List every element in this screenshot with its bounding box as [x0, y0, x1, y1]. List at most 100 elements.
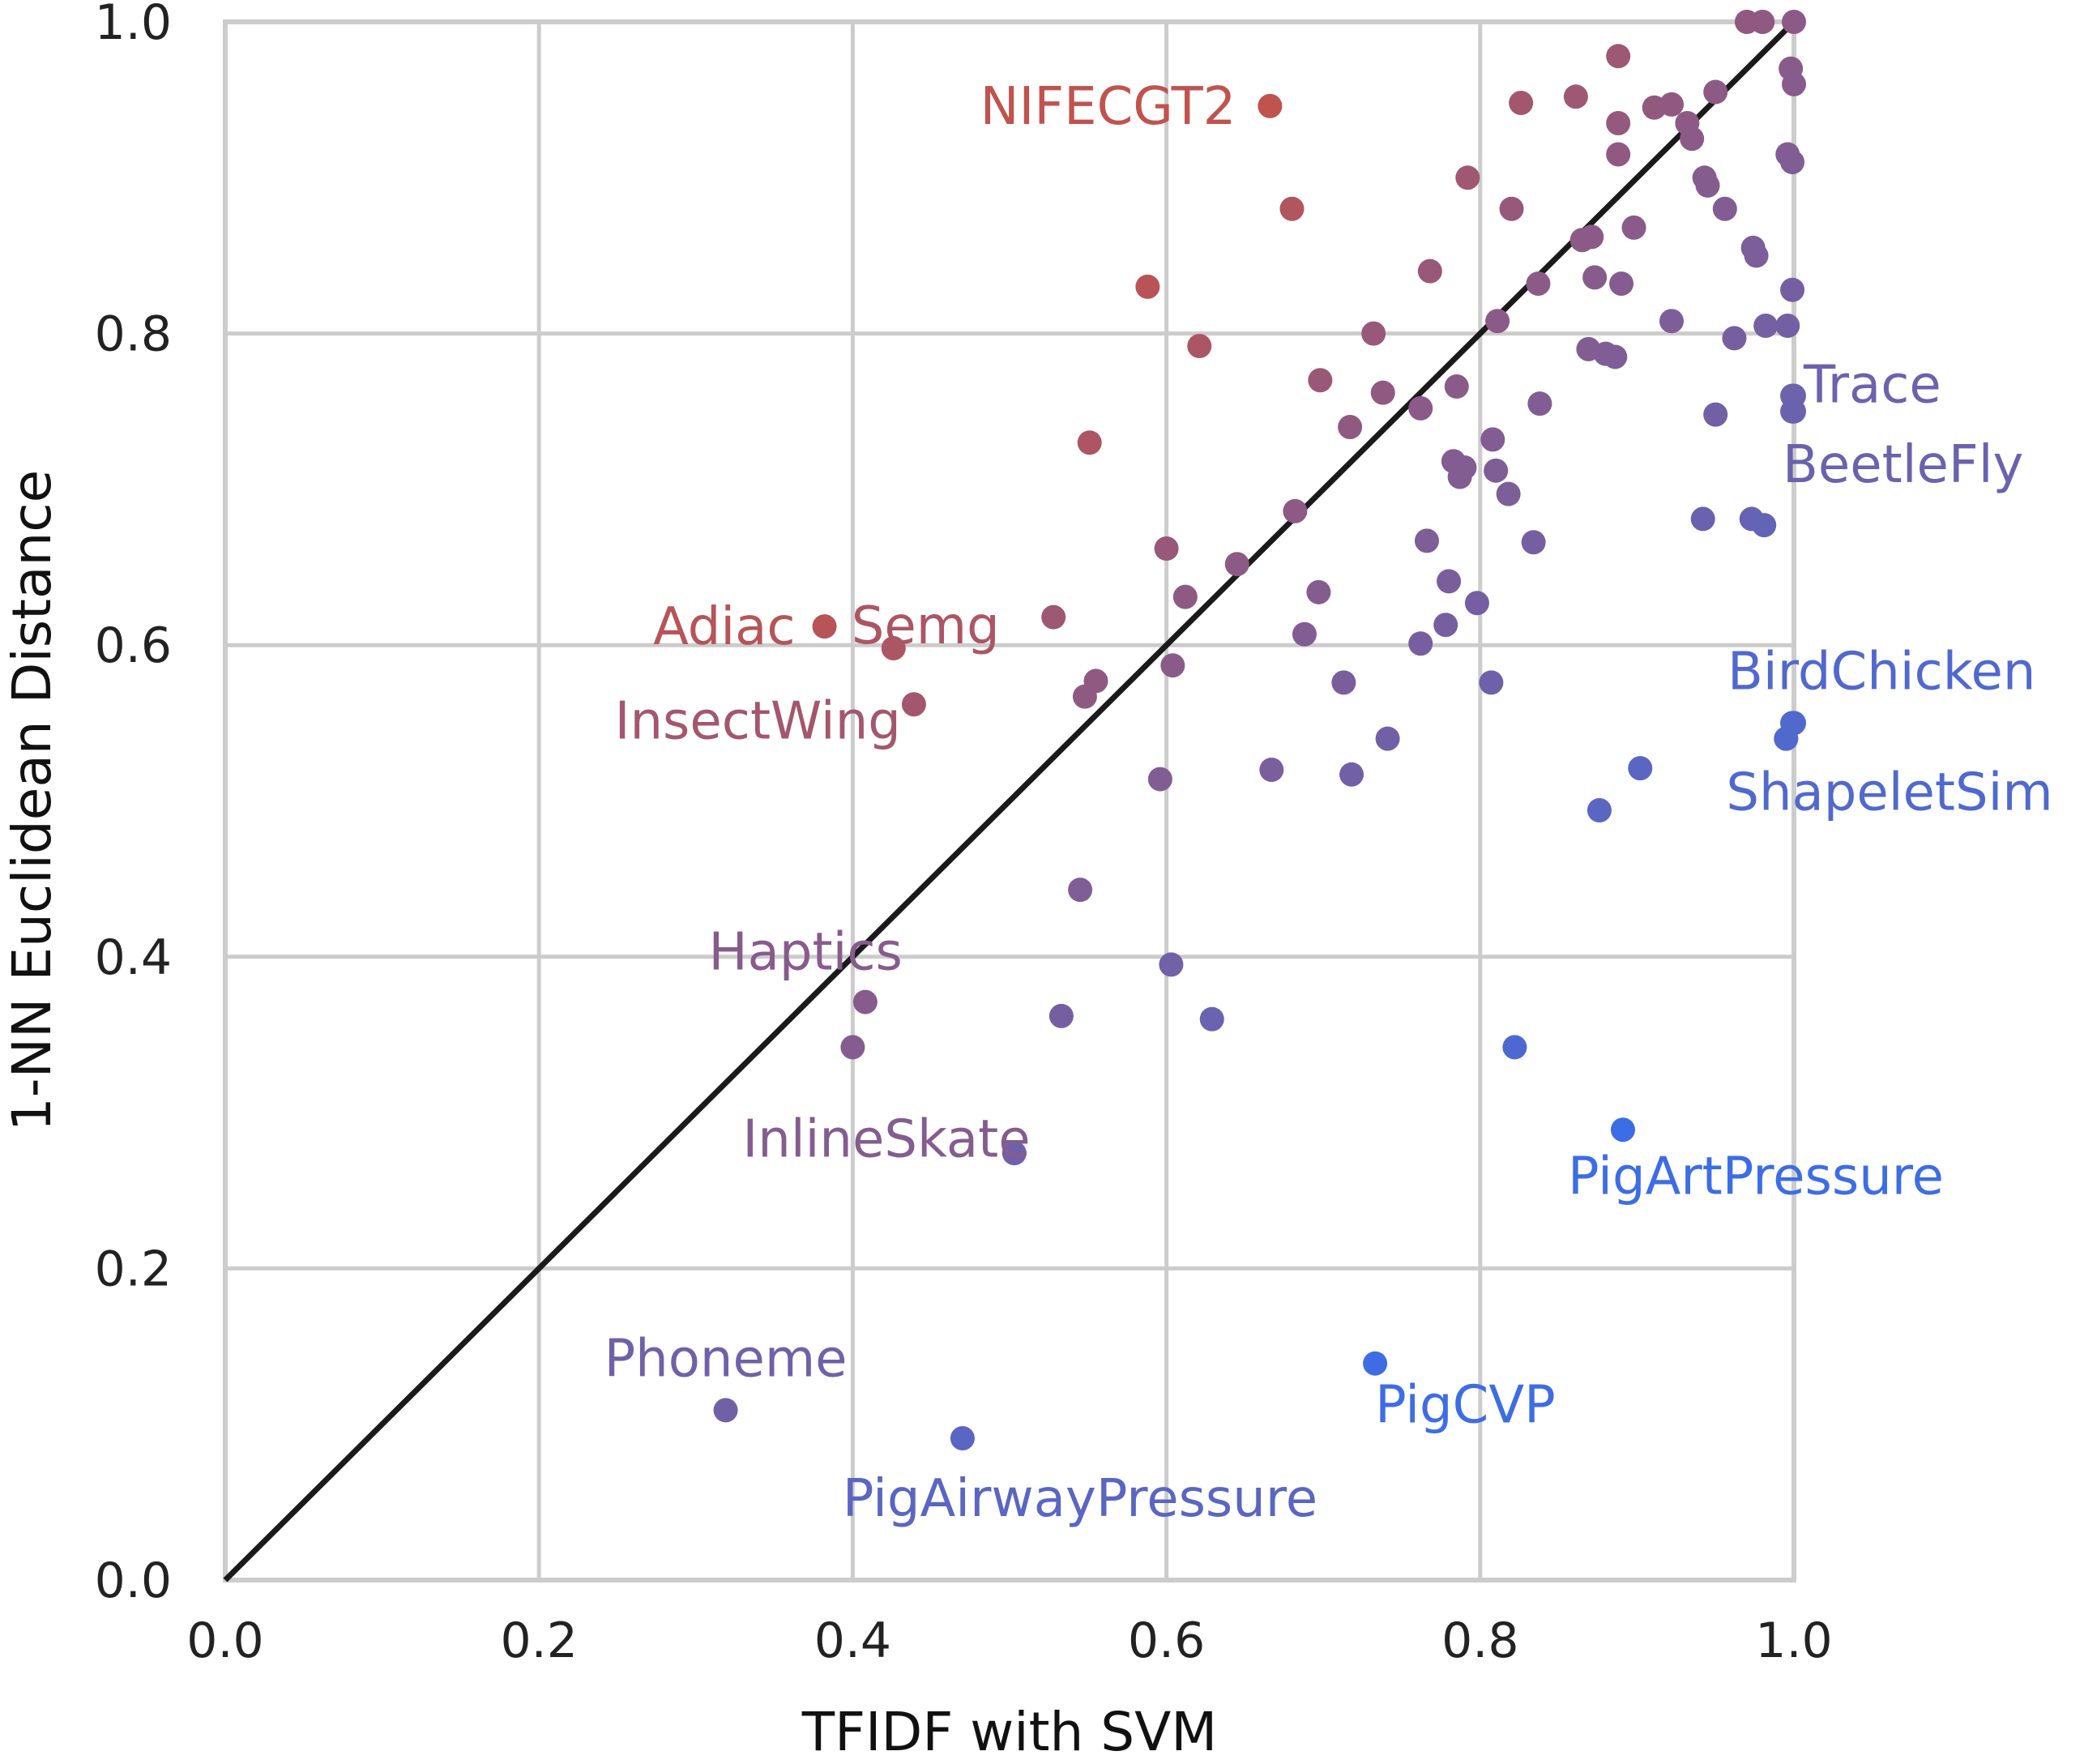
data-point: [1621, 215, 1646, 240]
data-point: [1502, 1035, 1527, 1060]
data-point: [1527, 391, 1552, 416]
data-point: [1496, 481, 1521, 506]
y-tick-labels: 0.0 0.2 0.4 0.6 0.8 1.0: [95, 0, 172, 1609]
label-haptics: Haptics: [709, 923, 903, 983]
data-point: [1659, 92, 1684, 117]
data-point: [1690, 506, 1715, 532]
data-point: [1259, 758, 1284, 783]
data-point: [1159, 952, 1184, 977]
data-point: [1464, 591, 1489, 616]
point-pigairwaypressure: [950, 1426, 975, 1451]
label-pigairwaypressure: PigAirwayPressure: [843, 1469, 1317, 1529]
data-point: [1160, 653, 1185, 678]
data-point: [1447, 464, 1472, 489]
point-shapeletsim: [1774, 726, 1799, 751]
data-point: [1753, 313, 1779, 338]
data-point: [1414, 528, 1439, 553]
data-point: [1782, 10, 1806, 34]
x-tick-label: 0.8: [1441, 1612, 1518, 1669]
label-insectwing: InsectWing: [615, 691, 901, 751]
data-point: [1582, 265, 1608, 290]
label-pigartpressure: PigArtPressure: [1568, 1147, 1944, 1207]
data-point: [1680, 126, 1705, 152]
data-point: [1041, 604, 1066, 630]
x-tick-label: 0.2: [500, 1612, 577, 1669]
label-inlineskate: InlineSkate: [742, 1109, 1030, 1169]
y-tick-label: 0.0: [95, 1553, 172, 1609]
data-point: [1703, 402, 1728, 427]
data-point: [1370, 380, 1395, 405]
data-point: [1606, 44, 1631, 69]
point-semg: [881, 636, 906, 661]
x-tick-label: 0.6: [1128, 1612, 1205, 1669]
data-point: [1361, 321, 1386, 346]
data-point: [1147, 767, 1172, 792]
point-labels: NIFECGT2 Adiac Semg InsectWing Haptics Inline…: [604, 77, 2053, 1529]
data-point: [1331, 670, 1356, 695]
data-point: [1479, 670, 1504, 695]
data-point: [1606, 110, 1631, 135]
data-point: [1308, 368, 1333, 393]
label-shapeletsim: ShapeletSim: [1726, 763, 2052, 823]
data-point: [1068, 878, 1093, 903]
y-tick-label: 0.4: [95, 929, 172, 986]
data-points: [713, 10, 1806, 1451]
data-point: [1339, 762, 1364, 787]
point-haptics: [852, 989, 878, 1014]
data-point: [1521, 530, 1546, 555]
point-adiac: [812, 614, 837, 639]
data-point: [1484, 458, 1509, 483]
data-point: [1744, 243, 1769, 268]
label-adiac: Adiac: [653, 597, 795, 657]
data-point: [1338, 414, 1363, 439]
data-point: [1083, 668, 1108, 694]
data-point: [1499, 196, 1524, 221]
label-trace: Trace: [1803, 356, 1941, 416]
x-tick-label: 0.4: [814, 1612, 891, 1669]
label-semg: Semg: [852, 596, 1000, 656]
data-point: [1509, 90, 1534, 115]
data-point: [1283, 498, 1308, 523]
data-point: [1172, 584, 1198, 609]
data-point: [1292, 621, 1317, 647]
point-pigartpressure: [1610, 1117, 1635, 1143]
data-point: [1048, 1003, 1074, 1028]
data-point: [1306, 579, 1331, 604]
point-inlineskate: [840, 1035, 865, 1060]
x-tick-labels: 0.0 0.2 0.4 0.6 0.8 1.0: [186, 1612, 1832, 1669]
data-point: [1659, 309, 1684, 334]
data-point: [1408, 395, 1433, 421]
data-point: [1375, 726, 1400, 751]
data-point: [1224, 552, 1249, 577]
data-point: [1563, 84, 1588, 109]
data-point: [1077, 430, 1102, 455]
x-axis-label: TFIDF with SVM: [801, 1701, 1218, 1763]
x-tick-label: 1.0: [1755, 1612, 1832, 1669]
data-point: [1526, 271, 1551, 297]
data-point: [1485, 309, 1510, 334]
data-point: [1752, 513, 1777, 538]
data-point: [1722, 326, 1747, 351]
data-point: [1695, 173, 1720, 198]
y-tick-label: 0.2: [95, 1241, 172, 1297]
identity-line: [223, 19, 1796, 1582]
point-phoneme: [713, 1398, 738, 1423]
data-point: [1703, 79, 1728, 105]
data-point: [1775, 313, 1800, 338]
point-insectwing: [901, 692, 926, 717]
y-tick-label: 1.0: [95, 0, 172, 51]
data-point: [1586, 798, 1612, 823]
y-tick-label: 0.6: [95, 617, 172, 674]
label-birdchicken: BirdChicken: [1727, 642, 2035, 702]
data-point: [1001, 1141, 1027, 1166]
label-beetlefly: BeetleFly: [1783, 435, 2023, 495]
data-point: [1782, 71, 1806, 96]
data-point: [1135, 274, 1160, 299]
data-point: [1433, 613, 1458, 638]
data-point: [1437, 569, 1462, 594]
data-point: [1579, 224, 1604, 250]
data-point: [1628, 756, 1653, 781]
data-point: [1187, 333, 1212, 358]
data-point: [1455, 165, 1480, 190]
